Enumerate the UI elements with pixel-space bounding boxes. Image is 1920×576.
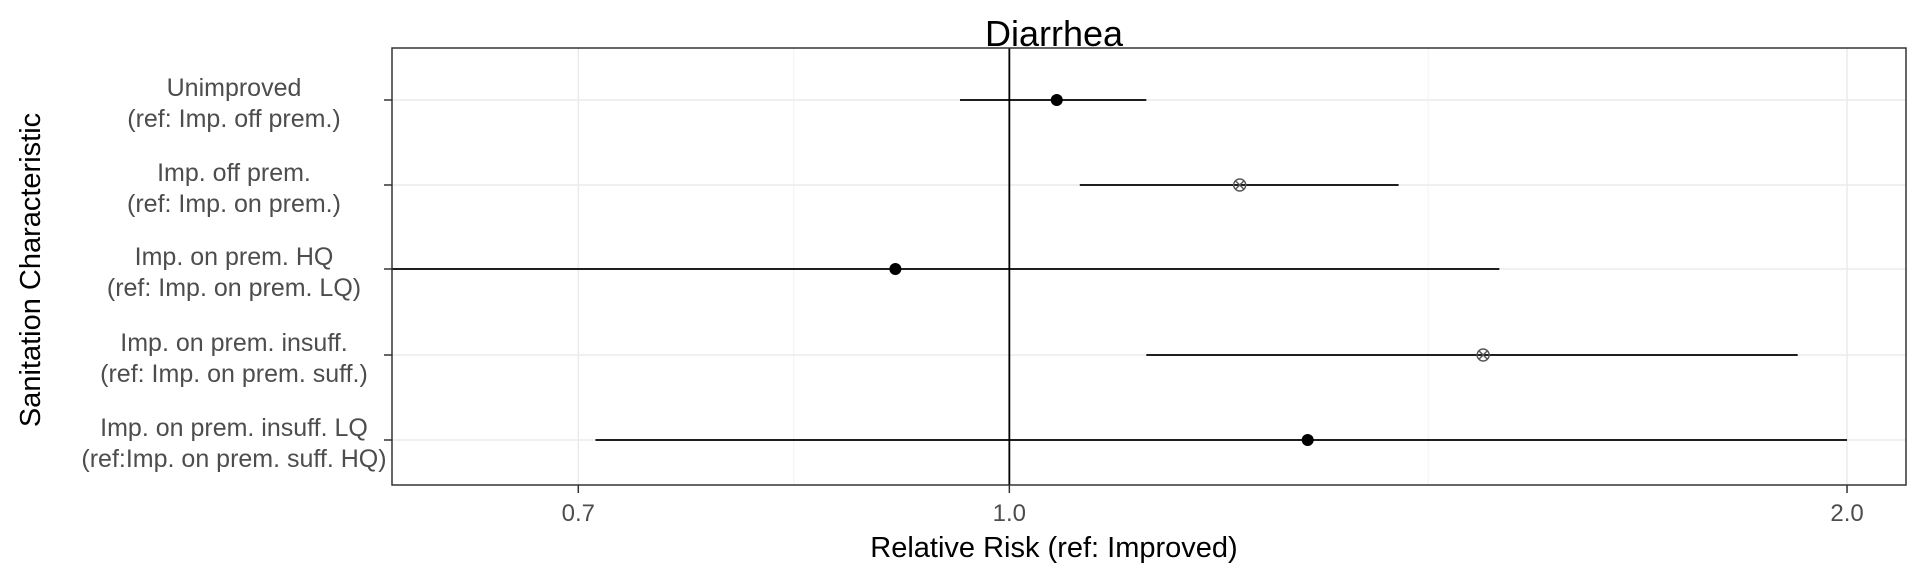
category-label-line2: (ref:Imp. on prem. suff. HQ)	[81, 445, 386, 473]
y-axis-labels: Unimproved (ref: Imp. off prem.) Imp. off …	[81, 74, 392, 473]
category-label-line1: Unimproved	[167, 74, 302, 102]
point-estimate	[889, 263, 902, 275]
category-label-line2: (ref: Imp. off prem.)	[127, 105, 340, 133]
category-label-line2: (ref: Imp. on prem.)	[127, 190, 341, 218]
marker-ring	[1476, 348, 1490, 362]
chart-title: Diarrhea	[985, 13, 1124, 54]
panel-background	[392, 48, 1906, 485]
x-tick-label: 0.7	[562, 500, 595, 527]
category-label-line1: Imp. on prem. HQ	[135, 243, 334, 271]
category-label-line1: Imp. on prem. insuff. LQ	[100, 414, 368, 442]
x-axis-title: Relative Risk (ref: Improved)	[870, 532, 1237, 564]
category-label-line2: (ref: Imp. on prem. suff.)	[100, 360, 368, 388]
y-axis-title: Sanitation Characteristic	[15, 113, 47, 427]
x-tick-label: 1.0	[993, 500, 1026, 527]
point-estimate	[1050, 94, 1063, 106]
marker-ring	[1233, 178, 1247, 192]
point-estimate	[1301, 434, 1314, 446]
category-label-line1: Imp. off prem.	[157, 159, 311, 187]
x-tick-label: 2.0	[1830, 500, 1863, 527]
marker-cross	[1478, 350, 1488, 360]
category-label-line2: (ref: Imp. on prem. LQ)	[107, 274, 361, 302]
panel-border	[391, 47, 1907, 486]
plot-panel	[391, 47, 1907, 486]
category-label-line1: Imp. on prem. insuff.	[120, 329, 347, 357]
marker-cross	[1234, 180, 1245, 190]
point-estimate	[1476, 348, 1490, 362]
point-estimate	[1233, 178, 1247, 192]
x-axis-ticks: 0.7 1.0 2.0	[562, 485, 1864, 527]
